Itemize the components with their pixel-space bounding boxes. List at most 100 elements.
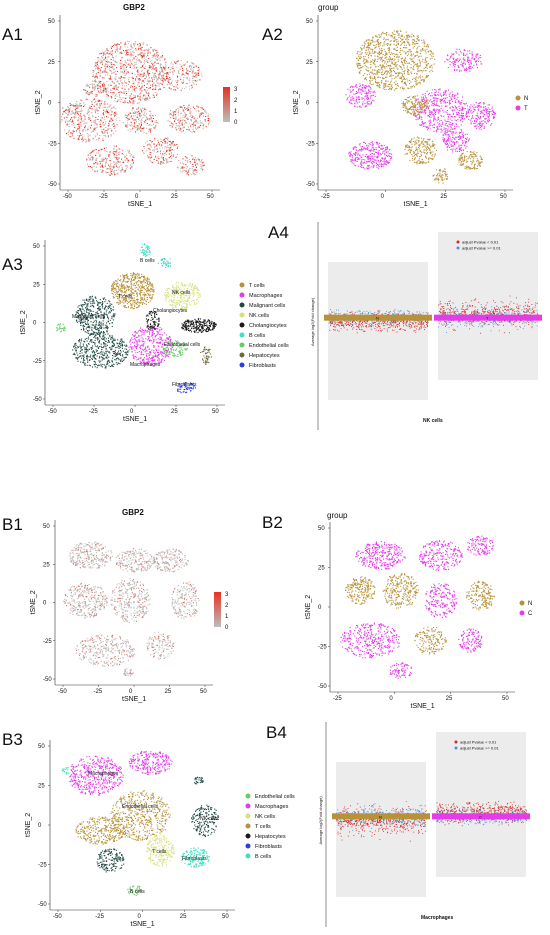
cell-point (429, 67, 430, 68)
cell-point (407, 147, 408, 148)
cell-point (177, 84, 178, 85)
cell-point (404, 41, 405, 42)
cell-point (115, 95, 116, 96)
cell-point (106, 162, 107, 163)
cell-point (389, 84, 390, 85)
cell-point (384, 163, 385, 164)
cell-point (188, 105, 189, 106)
cell-point (117, 124, 118, 125)
cell-point (147, 60, 148, 61)
cell-point (177, 108, 178, 109)
cell-point (386, 39, 387, 40)
cell-point (418, 37, 419, 38)
cell-point (418, 101, 419, 102)
cell-point (368, 85, 369, 86)
cell-point (122, 150, 123, 151)
cell-point (80, 115, 81, 116)
cell-point (485, 108, 486, 109)
cell-point (373, 150, 374, 151)
cell-point (108, 61, 109, 62)
cell-point (457, 58, 458, 59)
cell-point (433, 100, 434, 101)
cell-point (419, 109, 420, 110)
cell-point (130, 95, 131, 96)
cell-point (428, 121, 429, 122)
cell-point (120, 165, 121, 166)
cell-point (421, 116, 422, 117)
cell-point (68, 112, 69, 113)
cell-point (365, 52, 366, 53)
cell-point (163, 151, 164, 152)
cell-point (87, 133, 88, 134)
cell-point (129, 55, 130, 56)
cell-point (134, 62, 135, 63)
cell-point (155, 87, 156, 88)
cell-point (413, 66, 414, 67)
cell-point (440, 125, 441, 126)
cell-point (384, 63, 385, 64)
cell-point (398, 35, 399, 36)
cell-point (160, 79, 161, 80)
cell-point (108, 53, 109, 54)
cell-point (369, 158, 370, 159)
cell-point (156, 54, 157, 55)
cell-point (365, 65, 366, 66)
cell-point (82, 141, 83, 142)
cell-point (431, 70, 432, 71)
cell-point (101, 120, 102, 121)
cell-point (148, 131, 149, 132)
cell-point (376, 82, 377, 83)
cell-point (488, 121, 489, 122)
cell-point (470, 62, 471, 63)
cell-point (135, 56, 136, 57)
cell-point (181, 60, 182, 61)
cell-point (383, 78, 384, 79)
cell-point (386, 57, 387, 58)
cell-point (420, 63, 421, 64)
cell-point (464, 70, 465, 71)
cell-point (389, 56, 390, 57)
cell-point (94, 171, 95, 172)
cell-point (404, 73, 405, 74)
cell-point (381, 68, 382, 69)
cell-point (414, 112, 415, 113)
cell-point (431, 113, 432, 114)
cell-point (414, 111, 415, 112)
cell-point (368, 71, 369, 72)
cell-point (138, 128, 139, 129)
cell-point (99, 88, 100, 89)
cell-point (114, 173, 115, 174)
cell-point (387, 86, 388, 87)
cell-point (365, 106, 366, 107)
cell-point (192, 78, 193, 79)
cell-point (350, 97, 351, 98)
cell-point (352, 162, 353, 163)
cell-point (401, 67, 402, 68)
cell-point (131, 116, 132, 117)
cell-point (113, 60, 114, 61)
cell-point (364, 79, 365, 80)
cell-point (121, 76, 122, 77)
cell-point (139, 59, 140, 60)
cell-point (409, 160, 410, 161)
cell-point (434, 64, 435, 65)
cell-point (365, 56, 366, 57)
cell-point (489, 109, 490, 110)
cell-point (152, 162, 153, 163)
cell-point (139, 128, 140, 129)
cell-point (185, 113, 186, 114)
cell-point (359, 88, 360, 89)
cell-point (79, 105, 80, 106)
cell-point (385, 84, 386, 85)
cell-point (377, 142, 378, 143)
cell-point (99, 138, 100, 139)
cell-point (165, 146, 166, 147)
cell-point (78, 114, 79, 115)
cell-point (86, 159, 87, 160)
cell-point (389, 65, 390, 66)
cell-point (195, 169, 196, 170)
cell-point (134, 86, 135, 87)
cell-point (483, 107, 484, 108)
cell-point (476, 60, 477, 61)
cell-point (377, 41, 378, 42)
